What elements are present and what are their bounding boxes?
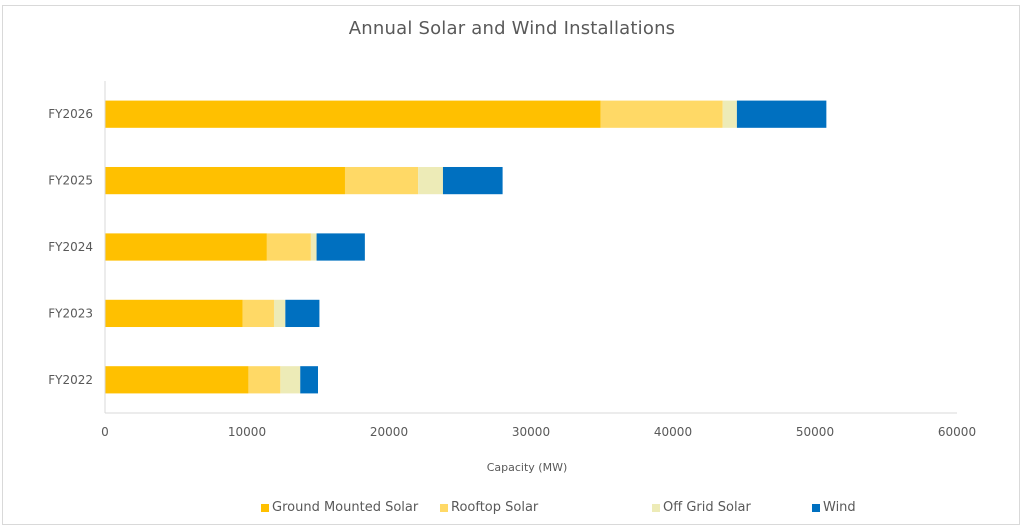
bar-fy2023-off-grid-solar: [273, 299, 286, 328]
y-axis-labels: FY2022 FY2023 FY2024 FY2025 FY2026: [48, 107, 93, 387]
legend-label: Ground Mounted Solar: [272, 500, 419, 515]
legend: Ground Mounted Solar Rooftop Solar Off Gri…: [0, 500, 1024, 518]
bar-fy2023-wind: [285, 299, 320, 328]
bar-fy2025-rooftop-solar: [344, 166, 419, 195]
legend-swatch: [812, 503, 820, 512]
bar-fy2026-off-grid-solar: [722, 100, 737, 128]
x-tick-label: 30000: [512, 425, 550, 439]
bar-fy2023-rooftop-solar: [242, 299, 274, 328]
legend-swatch: [440, 503, 448, 512]
legend-item-wind: Wind: [812, 500, 856, 515]
x-tick-label: 10000: [228, 425, 266, 439]
bar-fy2026-wind: [736, 100, 827, 128]
legend-item-ground-mounted-solar: Ground Mounted Solar: [261, 500, 418, 515]
y-tick-label: FY2024: [48, 240, 93, 254]
bar-fy2024-wind: [316, 233, 365, 261]
x-axis-title: Capacity (MW): [487, 461, 568, 474]
x-axis-labels: 0 10000 20000 30000 40000 50000 60000: [101, 425, 976, 439]
chart-frame: [2, 5, 1020, 525]
legend-item-off-grid-solar: Off Grid Solar: [652, 500, 751, 515]
x-tick-label: 40000: [654, 425, 692, 439]
bar-fy2025-off-grid-solar: [418, 166, 443, 195]
y-tick-label: FY2025: [48, 174, 93, 188]
bar-fy2022-rooftop-solar: [248, 366, 281, 394]
bar-fy2022-wind: [300, 366, 318, 394]
y-tick-label: FY2022: [48, 373, 93, 387]
y-tick-label: FY2026: [48, 107, 93, 121]
bar-fy2024-off-grid-solar: [310, 233, 317, 261]
bar-fy2022-ground-mounted-solar: [105, 366, 249, 394]
x-tick-label: 0: [101, 425, 109, 439]
x-tick-label: 60000: [938, 425, 976, 439]
bar-fy2024-ground-mounted-solar: [105, 233, 267, 261]
bar-fy2023-ground-mounted-solar: [105, 299, 243, 328]
legend-swatch: [261, 503, 269, 512]
bar-fy2025-ground-mounted-solar: [105, 166, 345, 195]
bar-fy2025-wind: [442, 166, 503, 195]
bar-fy2022-off-grid-solar: [280, 366, 301, 394]
bar-fy2026-rooftop-solar: [600, 100, 723, 128]
chart-title: Annual Solar and Wind Installations: [348, 18, 676, 39]
bar-fy2026-ground-mounted-solar: [105, 100, 601, 128]
x-tick-label: 50000: [796, 425, 834, 439]
legend-label: Off Grid Solar: [663, 500, 751, 515]
bar-fy2024-rooftop-solar: [266, 233, 311, 261]
bars-group: [105, 100, 827, 394]
y-tick-label: FY2023: [48, 306, 93, 320]
x-tick-label: 20000: [370, 425, 408, 439]
legend-label: Wind: [823, 500, 856, 515]
legend-swatch: [652, 503, 660, 512]
legend-item-rooftop-solar: Rooftop Solar: [440, 500, 538, 515]
legend-label: Rooftop Solar: [451, 500, 539, 515]
